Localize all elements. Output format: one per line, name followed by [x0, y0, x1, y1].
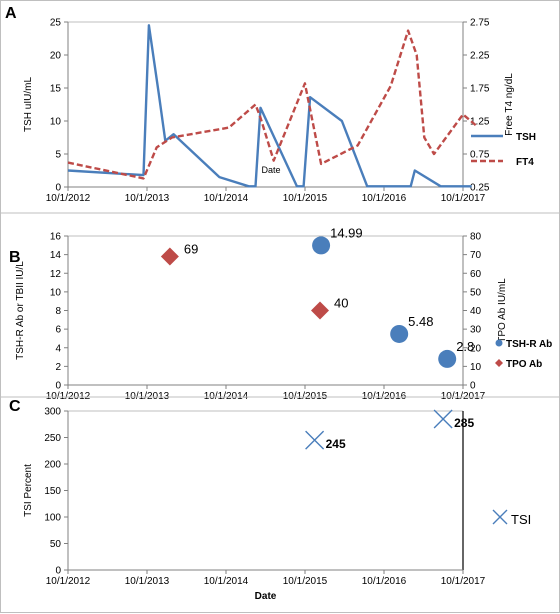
y-tick-label: 10: [50, 287, 62, 298]
x-tick-label: 10/1/2012: [46, 193, 91, 204]
y-right-tick-label: 80: [470, 232, 482, 243]
y-right-tick-label: 0.75: [470, 150, 490, 161]
y-tick-label: 2: [55, 362, 61, 373]
y-tick-label: 4: [55, 343, 61, 354]
x-tick-label: 10/1/2014: [204, 193, 249, 204]
data-point-tsi: [305, 430, 325, 450]
y-axis-title: TSI Percent: [23, 464, 34, 517]
legend-swatch-tsi: [492, 509, 508, 525]
data-point-tsh-r-ab: [390, 324, 409, 343]
x-tick-label: 10/1/2014: [204, 576, 249, 587]
y-right-tick-label: 2.75: [470, 18, 490, 29]
y-right-tick-label: 10: [470, 362, 482, 373]
y-tick-label: 8: [55, 306, 61, 317]
y-tick-label: 300: [44, 407, 61, 418]
y-right-tick-label: 1.75: [470, 84, 490, 95]
y-tick-label: 25: [50, 18, 62, 29]
data-point-tsi: [433, 409, 453, 429]
panel-letter: B: [9, 249, 21, 266]
y-axis-title: TSH-R Ab or TBII IU/L: [15, 261, 26, 360]
y-tick-label: 5: [55, 150, 61, 161]
legend-label-tsh: TSH: [516, 132, 536, 143]
x-tick-label: 10/1/2012: [46, 576, 91, 587]
y-tick-label: 20: [50, 51, 62, 62]
y-right-tick-label: 60: [470, 269, 482, 280]
legend-label-tsi: TSI: [511, 512, 531, 527]
y-tick-label: 50: [50, 539, 62, 550]
x-tick-label: 10/1/2015: [283, 576, 328, 587]
legend-label-ft4: FT4: [516, 157, 534, 168]
data-label: 285: [454, 416, 474, 430]
y-tick-label: 15: [50, 84, 62, 95]
y-axis-title: TSH uIU/mL: [23, 77, 34, 132]
y-tick-label: 12: [50, 269, 62, 280]
y-right-tick-label: 0: [470, 381, 476, 392]
data-point-tpo-ab: [311, 301, 330, 320]
y-tick-label: 0: [55, 183, 61, 194]
legend-label: TPO Ab: [506, 359, 542, 370]
x-tick-label: 10/1/2017: [441, 576, 486, 587]
series-line-ft4: [67, 29, 477, 180]
legend-label: TSH-R Ab: [506, 339, 552, 350]
data-label: 245: [326, 437, 346, 451]
y-tick-label: 10: [50, 117, 62, 128]
panel-letter: A: [5, 5, 17, 22]
x-tick-label: 10/1/2015: [283, 193, 328, 204]
y-tick-label: 200: [44, 460, 61, 471]
chart-annotation: Date: [261, 165, 280, 175]
legend-swatch-tpo-ab: [495, 359, 503, 367]
x-tick-label: 10/1/2013: [125, 576, 170, 587]
y-tick-label: 150: [44, 486, 61, 497]
y-tick-label: 250: [44, 433, 61, 444]
y-right-axis-title: TPO Ab IU/mL: [497, 278, 508, 343]
y-right-tick-label: 50: [470, 287, 482, 298]
panel-letter: C: [9, 398, 21, 415]
y-tick-label: 100: [44, 513, 61, 524]
y-right-tick-label: 70: [470, 250, 482, 261]
data-point-tpo-ab: [160, 247, 179, 266]
y-tick-label: 0: [55, 566, 61, 577]
data-label: 69: [184, 241, 198, 256]
y-tick-label: 0: [55, 381, 61, 392]
series-line-tsh: [67, 24, 472, 188]
y-tick-label: 16: [50, 232, 62, 243]
y-right-axis-title: Free T4 ng/dL: [504, 73, 515, 136]
x-tick-label: 10/1/2016: [362, 193, 407, 204]
legend-swatch-tsh-r-ab: [495, 339, 503, 347]
x-axis-title: Date: [255, 591, 277, 602]
x-tick-label: 10/1/2017: [441, 193, 486, 204]
data-label: 5.48: [408, 314, 433, 329]
data-label: 2.8: [456, 339, 474, 354]
y-right-tick-label: 20: [470, 343, 482, 354]
x-tick-label: 10/1/2013: [125, 193, 170, 204]
chart-panel-a: A 10/1/2012 10/1/2013 10/1/2014 10/1/2015 10/…: [5, 5, 536, 204]
y-right-tick-label: 0.25: [470, 183, 490, 194]
y-right-tick-label: 1.25: [470, 117, 490, 128]
y-right-tick-label: 30: [470, 325, 482, 336]
y-right-tick-label: 40: [470, 306, 482, 317]
y-tick-label: 6: [55, 325, 61, 336]
y-tick-label: 14: [50, 250, 62, 261]
data-point-tsh-r-ab: [312, 236, 331, 255]
data-label: 40: [334, 296, 348, 311]
y-right-tick-label: 2.25: [470, 51, 490, 62]
chart-panel-c: C 10/1/2012 10/1/2013 10/1/2014 10/1/2015 10/…: [9, 398, 531, 602]
data-label: 14.99: [330, 225, 363, 240]
chart-panel-b: B10/1/2012 10/1/2013 10/1/2014 10/1/2015 10/…: [9, 225, 552, 402]
data-point-tsh-r-ab: [438, 349, 457, 368]
x-tick-label: 10/1/2016: [362, 576, 407, 587]
